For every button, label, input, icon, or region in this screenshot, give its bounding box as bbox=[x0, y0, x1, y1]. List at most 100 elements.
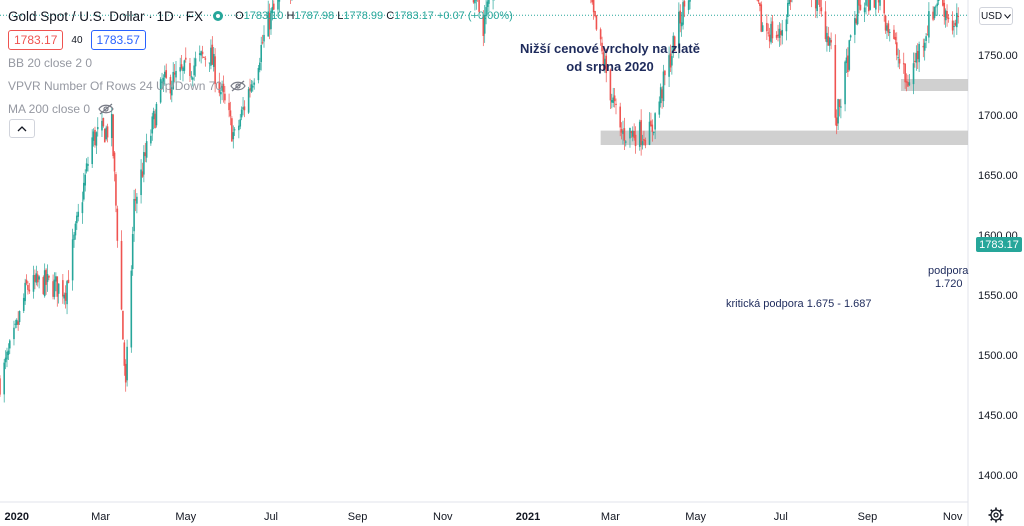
candle-body bbox=[640, 120, 642, 145]
candle-body bbox=[169, 77, 172, 94]
x-tick-label: Sep bbox=[348, 511, 368, 523]
spread-value: 40 bbox=[71, 34, 83, 46]
candle-body bbox=[785, 19, 788, 32]
candle-body bbox=[844, 61, 846, 105]
candle-body bbox=[648, 121, 651, 145]
candle-body bbox=[77, 211, 80, 217]
candle-body bbox=[115, 174, 117, 206]
candle-body bbox=[638, 121, 641, 147]
candle-body bbox=[953, 25, 955, 28]
candle-body bbox=[243, 106, 246, 111]
candle-body bbox=[775, 35, 778, 38]
candle-body bbox=[957, 15, 960, 17]
candle-body bbox=[112, 114, 114, 157]
candle-body bbox=[767, 32, 770, 34]
candle-body bbox=[863, 7, 866, 13]
candle-body bbox=[679, 10, 682, 24]
candle-body bbox=[92, 131, 95, 141]
candle-body bbox=[71, 239, 74, 281]
candle-body bbox=[17, 321, 19, 325]
candle-body bbox=[923, 42, 926, 51]
high-value: 1787.98 bbox=[294, 10, 335, 22]
candle-body bbox=[76, 215, 78, 224]
candle-body bbox=[212, 53, 215, 67]
sell-price-button[interactable]: 1783.17 bbox=[8, 30, 64, 50]
candle-body bbox=[184, 57, 187, 60]
y-tick-label: 1650.00 bbox=[978, 170, 1018, 182]
candle-body bbox=[277, 0, 279, 10]
candle-body bbox=[483, 14, 486, 34]
candle-body bbox=[152, 111, 155, 120]
ohlc-values: O1783.10 H1787.98 L1778.99 C1783.17 +0.0… bbox=[235, 10, 513, 22]
candle-body bbox=[482, 14, 485, 36]
candle-body bbox=[278, 0, 281, 2]
candle-body bbox=[134, 199, 137, 201]
candle-body bbox=[680, 22, 683, 27]
candle-body bbox=[45, 269, 47, 285]
symbol-title[interactable]: Gold Spot / U.S. Dollar · 1D · FX bbox=[8, 8, 204, 24]
candle-body bbox=[180, 64, 183, 69]
candle-body bbox=[682, 2, 684, 25]
candle-body bbox=[172, 71, 175, 90]
indicator-vpvr[interactable]: VPVR Number Of Rows 24 Up/Down 70 bbox=[8, 79, 246, 93]
candle-body bbox=[902, 63, 905, 65]
candle-body bbox=[914, 60, 916, 63]
candle-body bbox=[658, 101, 661, 115]
candle-body bbox=[201, 51, 204, 55]
candle-body bbox=[204, 58, 207, 60]
candle-body bbox=[141, 171, 144, 177]
candle-body bbox=[83, 182, 85, 200]
candle-body bbox=[252, 85, 254, 88]
candle-body bbox=[239, 119, 242, 127]
candle-body bbox=[208, 62, 211, 64]
buy-price-button[interactable]: 1783.57 bbox=[90, 30, 146, 50]
collapse-legend-button[interactable] bbox=[9, 119, 35, 138]
candle-body bbox=[474, 0, 476, 4]
candle-body bbox=[659, 87, 662, 104]
candle-body bbox=[613, 95, 616, 102]
candle-body bbox=[840, 106, 842, 108]
indicator-label: BB 20 close 2 0 bbox=[8, 56, 93, 70]
gear-icon[interactable] bbox=[988, 507, 1004, 523]
candle-body bbox=[594, 11, 596, 17]
candle-body bbox=[171, 87, 173, 96]
eye-hidden-icon[interactable] bbox=[98, 103, 114, 115]
candle-body bbox=[130, 270, 133, 348]
candle-body bbox=[271, 6, 274, 13]
candle-body bbox=[140, 169, 142, 196]
candle-body bbox=[777, 34, 779, 37]
currency-select[interactable]: USD bbox=[979, 7, 1013, 25]
change-value: +0.07 (+0.00%) bbox=[436, 10, 513, 22]
eye-hidden-icon[interactable] bbox=[230, 80, 246, 92]
y-tick-label: 1450.00 bbox=[978, 410, 1018, 422]
candle-body bbox=[689, 0, 691, 2]
candle-body bbox=[623, 128, 626, 141]
candle-body bbox=[35, 273, 38, 283]
candle-body bbox=[144, 152, 147, 157]
candle-body bbox=[267, 11, 269, 37]
candle-body bbox=[873, 0, 876, 8]
candle-body bbox=[771, 21, 774, 39]
candle-body bbox=[7, 350, 10, 355]
x-tick-label: Jul bbox=[264, 511, 278, 523]
candle-body bbox=[260, 44, 263, 63]
candle-body bbox=[190, 76, 193, 78]
candle-body bbox=[219, 92, 222, 95]
candle-body bbox=[664, 70, 666, 76]
candle-body bbox=[814, 0, 817, 9]
candle-body bbox=[96, 127, 99, 130]
candle-body bbox=[143, 152, 145, 175]
candle-body bbox=[615, 103, 617, 106]
indicator-ma[interactable]: MA 200 close 0 bbox=[8, 102, 114, 116]
candle-body bbox=[662, 71, 665, 102]
candle-body bbox=[126, 346, 128, 381]
support-value-label: 1.720 bbox=[935, 278, 963, 290]
indicator-bb[interactable]: BB 20 close 2 0 bbox=[8, 56, 92, 70]
candle-body bbox=[124, 363, 127, 383]
candle-body bbox=[150, 135, 152, 144]
candle-body bbox=[73, 234, 75, 240]
candle-body bbox=[193, 65, 195, 76]
candle-body bbox=[865, 0, 867, 6]
candle-body bbox=[189, 63, 191, 76]
